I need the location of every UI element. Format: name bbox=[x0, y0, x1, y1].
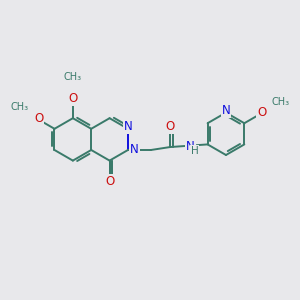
Text: O: O bbox=[105, 175, 114, 188]
Text: O: O bbox=[68, 92, 77, 105]
Text: O: O bbox=[257, 106, 266, 119]
Text: N: N bbox=[222, 104, 230, 117]
Text: O: O bbox=[165, 120, 175, 133]
Text: CH₃: CH₃ bbox=[11, 103, 28, 112]
Text: CH₃: CH₃ bbox=[271, 97, 289, 107]
Text: N: N bbox=[124, 120, 132, 133]
Text: H: H bbox=[191, 146, 199, 156]
Text: CH₃: CH₃ bbox=[63, 72, 81, 82]
Text: N: N bbox=[130, 143, 139, 157]
Text: O: O bbox=[34, 112, 43, 125]
Text: N: N bbox=[186, 140, 195, 153]
